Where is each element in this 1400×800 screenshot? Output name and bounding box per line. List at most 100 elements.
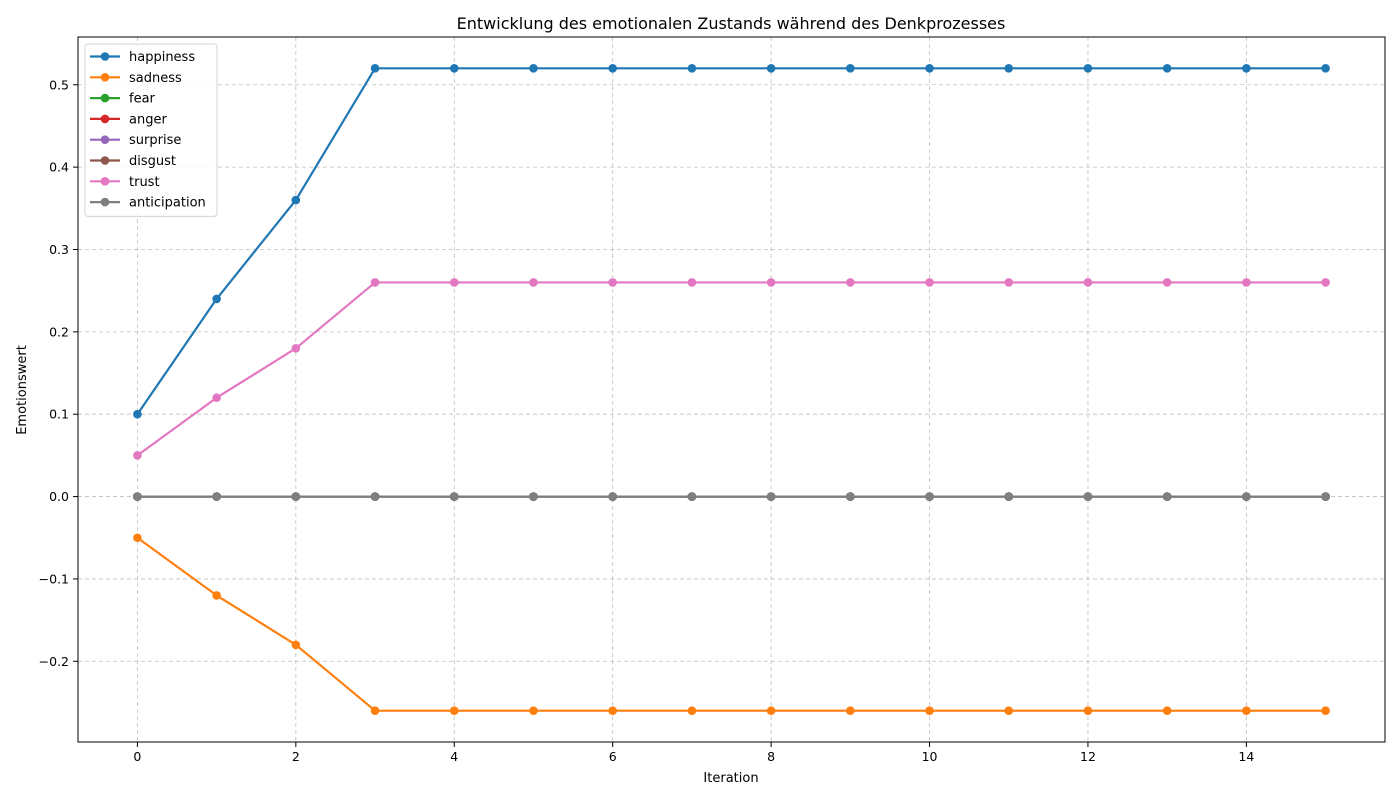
data-point-anticipation bbox=[1004, 492, 1014, 501]
data-point-trust bbox=[1083, 278, 1093, 287]
legend-label: fear bbox=[129, 92, 156, 107]
legend-label: anticipation bbox=[129, 196, 206, 211]
legend-box bbox=[84, 43, 218, 217]
data-point-sadness bbox=[1321, 706, 1330, 716]
data-point-happiness bbox=[846, 63, 855, 73]
series-anticipation bbox=[133, 492, 1330, 501]
legend-swatch-marker bbox=[100, 73, 110, 82]
y-tick-label: 0.5 bbox=[49, 77, 69, 92]
legend-label: happiness bbox=[129, 50, 195, 65]
y-axis-label: Emotionswert bbox=[15, 345, 30, 435]
series-line-sadness bbox=[136, 536, 1326, 712]
data-point-trust bbox=[449, 278, 459, 287]
data-point-trust bbox=[925, 278, 934, 287]
data-point-trust bbox=[1004, 278, 1014, 287]
data-point-trust bbox=[291, 344, 301, 353]
y-tick-label: 0.2 bbox=[49, 324, 69, 339]
legend-swatch-marker bbox=[100, 197, 110, 207]
grid-layer bbox=[78, 37, 1385, 742]
y-tick-label: 0.1 bbox=[49, 407, 69, 422]
legend-swatch-marker bbox=[100, 52, 110, 61]
legend-swatch-marker bbox=[100, 135, 110, 144]
data-point-trust bbox=[370, 278, 380, 287]
data-point-happiness bbox=[212, 294, 221, 304]
data-point-sadness bbox=[608, 706, 617, 716]
data-point-happiness bbox=[608, 63, 617, 73]
data-point-anticipation bbox=[529, 492, 538, 501]
data-point-trust bbox=[1162, 278, 1172, 287]
data-point-sadness bbox=[766, 706, 776, 716]
data-point-trust bbox=[529, 278, 538, 287]
data-point-happiness bbox=[370, 63, 380, 73]
legend-swatch-marker bbox=[100, 93, 110, 103]
x-tick-label: 4 bbox=[450, 749, 458, 764]
data-point-happiness bbox=[529, 63, 538, 73]
data-point-sadness bbox=[925, 706, 934, 716]
data-point-sadness bbox=[291, 640, 301, 650]
legend-label: surprise bbox=[129, 133, 181, 148]
data-point-trust bbox=[608, 278, 617, 287]
plot-frame bbox=[77, 36, 1386, 743]
data-point-trust bbox=[766, 278, 776, 287]
series-trust bbox=[133, 278, 1330, 460]
data-point-happiness bbox=[133, 409, 142, 419]
legend-swatch-marker bbox=[100, 114, 110, 124]
data-point-happiness bbox=[1083, 63, 1093, 73]
legend-label: anger bbox=[129, 112, 167, 127]
data-point-sadness bbox=[846, 706, 855, 716]
data-point-anticipation bbox=[133, 492, 142, 501]
legend-item-anger: anger bbox=[90, 112, 167, 127]
chart-title: Entwicklung des emotionalen Zustands wäh… bbox=[457, 14, 1006, 33]
data-point-anticipation bbox=[1162, 492, 1172, 501]
ticks-layer: 0 2 4 6 8 10 12 14 −0.2 −0.1 0.0 0.1 0.2 0.3 0.4 0.5 bbox=[39, 77, 1255, 764]
data-point-anticipation bbox=[846, 492, 855, 501]
data-point-anticipation bbox=[1242, 492, 1251, 501]
legend-item-happiness: happiness bbox=[90, 50, 195, 65]
x-tick-label: 0 bbox=[133, 749, 141, 764]
legend-label: sadness bbox=[129, 71, 182, 86]
legend-item-sadness: sadness bbox=[90, 71, 182, 86]
legend-item-trust: trust bbox=[90, 175, 160, 190]
series-happiness bbox=[133, 63, 1330, 419]
data-point-sadness bbox=[687, 706, 697, 716]
x-tick-label: 8 bbox=[767, 749, 775, 764]
series-layer bbox=[133, 63, 1330, 716]
x-tick-label: 6 bbox=[609, 749, 617, 764]
legend-swatch-marker bbox=[100, 177, 110, 186]
data-point-anticipation bbox=[291, 492, 301, 501]
data-point-sadness bbox=[1242, 706, 1251, 716]
series-sadness bbox=[133, 533, 1330, 716]
data-point-sadness bbox=[1083, 706, 1093, 716]
y-tick-label: 0.3 bbox=[49, 242, 69, 257]
data-point-happiness bbox=[449, 63, 459, 73]
data-point-happiness bbox=[1321, 63, 1330, 73]
y-tick-label: −0.1 bbox=[39, 571, 69, 586]
data-point-anticipation bbox=[766, 492, 776, 501]
data-point-trust bbox=[687, 278, 697, 287]
data-point-sadness bbox=[212, 591, 221, 600]
data-point-happiness bbox=[687, 63, 697, 73]
data-point-trust bbox=[212, 393, 221, 403]
data-point-anticipation bbox=[1321, 492, 1330, 501]
data-point-sadness bbox=[1004, 706, 1014, 716]
legend-swatch-marker bbox=[100, 156, 110, 165]
x-tick-label: 10 bbox=[922, 749, 938, 764]
legend-item-surprise: surprise bbox=[90, 133, 181, 148]
data-point-trust bbox=[1321, 278, 1330, 287]
data-point-anticipation bbox=[925, 492, 934, 501]
data-point-trust bbox=[133, 451, 142, 460]
legend-item-disgust: disgust bbox=[90, 154, 176, 169]
data-point-trust bbox=[846, 278, 855, 287]
data-point-happiness bbox=[1004, 63, 1014, 73]
y-tick-label: 0.0 bbox=[49, 489, 69, 504]
y-tick-label: 0.4 bbox=[49, 160, 69, 175]
x-tick-label: 2 bbox=[292, 749, 300, 764]
data-point-happiness bbox=[766, 63, 776, 73]
legend-label: disgust bbox=[129, 154, 176, 169]
data-point-sadness bbox=[370, 706, 380, 716]
data-point-anticipation bbox=[687, 492, 697, 501]
series-line-happiness bbox=[136, 67, 1326, 415]
legend-item-fear: fear bbox=[90, 92, 156, 107]
legend-label: trust bbox=[129, 175, 160, 190]
